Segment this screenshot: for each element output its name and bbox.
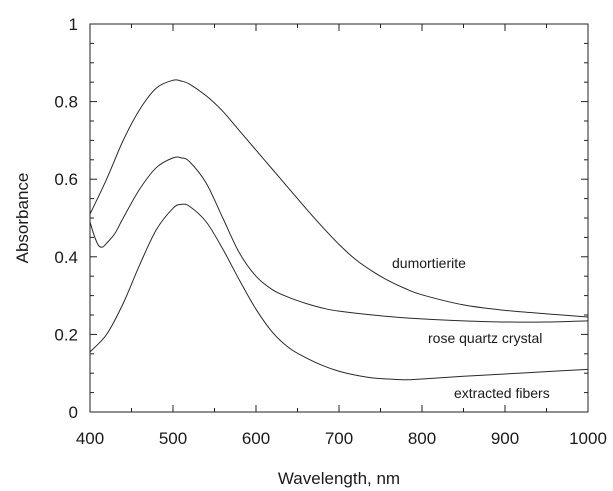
- series-line-rose-quartz-crystal: [89, 156, 589, 323]
- x-axis-title: Wavelength, nm: [278, 469, 400, 488]
- series-label-rose-quartz-crystal: rose quartz crystal: [428, 330, 542, 346]
- plot-frame: [89, 23, 589, 413]
- y-tick-label: 1: [69, 15, 78, 34]
- series-line-dumortierite: [89, 79, 589, 318]
- series-lines: [89, 79, 589, 381]
- y-tick-labels: 0 0.2 0.4 0.6 0.8 1: [54, 15, 78, 422]
- x-tick-label: 400: [76, 429, 104, 448]
- y-tick-label: 0.2: [54, 325, 78, 344]
- series-label-dumortierite: dumortierite: [392, 255, 466, 271]
- x-tick-label: 600: [242, 429, 270, 448]
- y-tick-label: 0.6: [54, 170, 78, 189]
- series-label-extracted-fibers: extracted fibers: [454, 385, 550, 401]
- y-tick-label: 0.8: [54, 93, 78, 112]
- series-line-extracted-fibers: [89, 203, 589, 381]
- x-tick-label: 1000: [569, 429, 607, 448]
- x-tick-label: 500: [159, 429, 187, 448]
- y-tick-label: 0.4: [54, 248, 78, 267]
- x-tick-labels: 400 500 600 700 800 900 1000: [76, 429, 607, 448]
- x-tick-label: 700: [325, 429, 353, 448]
- y-axis-title: Absorbance: [13, 173, 32, 264]
- y-tick-label: 0: [69, 403, 78, 422]
- x-tick-label: 800: [408, 429, 436, 448]
- x-tick-label: 900: [491, 429, 519, 448]
